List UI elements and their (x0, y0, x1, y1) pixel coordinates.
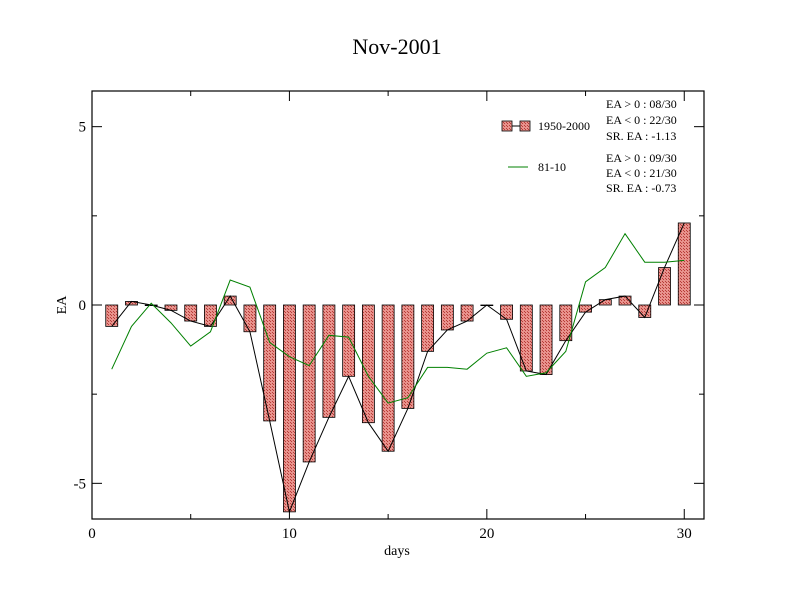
bar-day-1 (105, 304, 119, 327)
bar-day-16 (401, 304, 415, 409)
bar-day-23 (539, 304, 553, 375)
bar-day-11 (302, 304, 316, 463)
x-tick-label-30: 30 (677, 526, 692, 542)
legend-label-1950-2000: 1950-2000 (538, 119, 590, 133)
bar-day-10 (283, 304, 296, 513)
bar-day-25 (579, 304, 592, 313)
bar-day-29 (658, 267, 671, 306)
y-tick-label--5: -5 (74, 476, 87, 492)
x-tick-label-10: 10 (282, 526, 297, 542)
legend-stat-1950-2000-negative: EA < 0 : 22/30 (606, 113, 677, 127)
series-line-1950-2000 (111, 222, 685, 514)
bar-day-21 (500, 304, 513, 320)
chart-title: Nov-2001 (352, 34, 441, 59)
series-line-81-10 (111, 232, 685, 404)
bar-day-30 (677, 222, 691, 306)
bar-day-6 (204, 304, 217, 327)
legend-stat-1950-2000-positive: EA > 0 : 08/30 (606, 97, 677, 111)
y-tick-label-0: 0 (79, 298, 87, 314)
legend-stat-81-10-negative: EA < 0 : 21/30 (606, 166, 677, 180)
bar-day-17 (421, 304, 435, 352)
x-axis-label: days (384, 544, 410, 559)
legend-stat-81-10-positive: EA > 0 : 09/30 (606, 151, 677, 165)
bar-day-14 (361, 304, 375, 424)
legend-label-81-10: 81-10 (538, 160, 566, 174)
y-tick-label-5: 5 (79, 120, 87, 136)
y-axis-label: EA (55, 295, 70, 315)
bar-day-15 (381, 304, 395, 452)
bar-day-18 (440, 304, 454, 331)
legend-bar-swatch (519, 120, 531, 132)
legend-stat-81-10-sr: SR. EA : -0.73 (606, 181, 676, 195)
bar-day-19 (460, 304, 474, 322)
bar-day-12 (322, 304, 336, 418)
x-tick-label-20: 20 (479, 526, 494, 542)
plot-area (105, 222, 691, 514)
x-tick-label-0: 0 (88, 526, 96, 542)
bar-day-8 (243, 304, 257, 333)
legend-entry-1950-2000: 1950-2000 EA > 0 : 08/30 EA < 0 : 22/30 … (501, 97, 677, 143)
legend-stat-1950-2000-sr: SR. EA : -1.13 (606, 129, 676, 143)
legend-entry-81-10: 81-10 EA > 0 : 09/30 EA < 0 : 21/30 SR. … (508, 151, 677, 195)
bar-day-13 (342, 304, 356, 377)
legend-bar-swatch (501, 120, 513, 132)
legend: 1950-2000 EA > 0 : 08/30 EA < 0 : 22/30 … (501, 97, 677, 195)
axes: 0 10 20 30 -5 0 5 (74, 91, 704, 542)
